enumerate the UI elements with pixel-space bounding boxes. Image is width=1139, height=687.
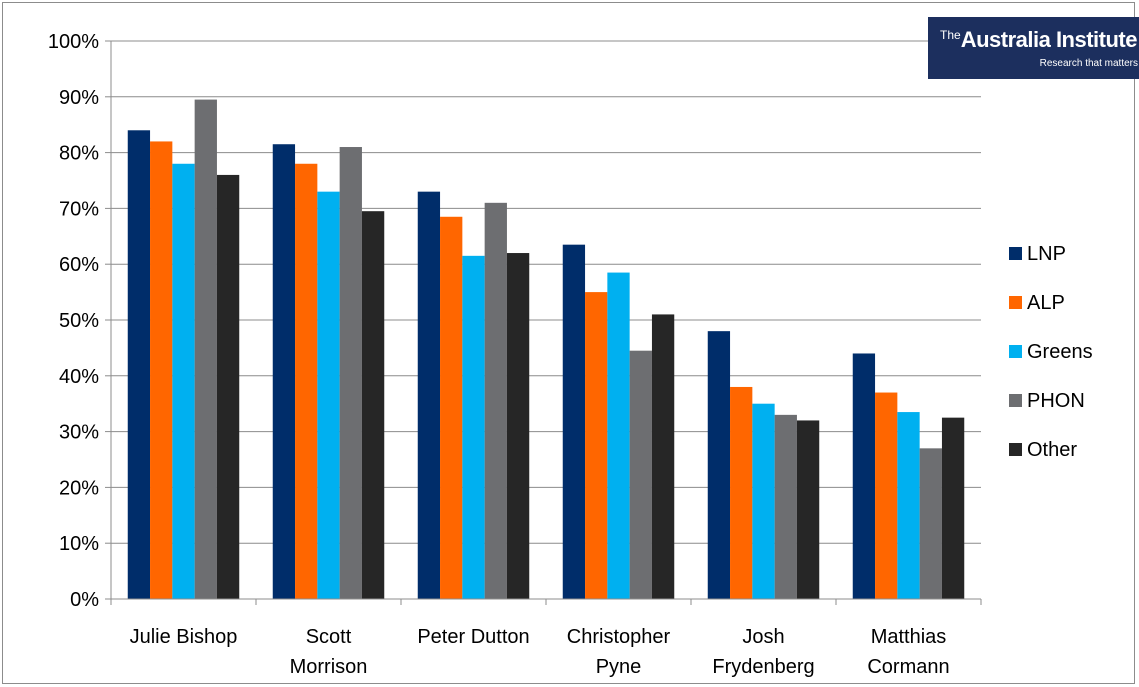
bar-phon-matthias-cormann (919, 448, 942, 599)
x-tick-label: Christopher Pyne (567, 626, 671, 678)
legend-swatch-phon (1009, 394, 1022, 407)
bar-greens-josh-frydenberg (752, 403, 775, 599)
y-tick-label: 10% (59, 533, 99, 555)
bar-phon-christopher-pyne (629, 350, 652, 599)
legend-label-greens: Greens (1027, 341, 1093, 363)
y-tick-label: 0% (70, 589, 99, 611)
bar-lnp-scott-morrison (272, 144, 296, 600)
bar-chart: 0% 10% 20% 30% 40% 50% 60% 70% 80% 90% 100% Julie … (48, 31, 1093, 678)
bar-phon-josh-frydenberg (774, 414, 797, 599)
legend-swatch-other (1009, 443, 1022, 456)
bar-alp-christopher-pyne (585, 292, 608, 599)
x-tick-label: Matthias Cormann (867, 626, 949, 678)
y-tick-label: 100% (48, 31, 99, 53)
legend-label-lnp: LNP (1027, 243, 1066, 265)
bars (127, 99, 965, 600)
bar-other-peter-dutton (506, 253, 530, 600)
legend-swatch-lnp (1009, 247, 1022, 260)
x-tick-labels: Julie Bishop Scott Morrison Peter Dutton Chr… (130, 626, 950, 678)
legend-label-alp: ALP (1027, 292, 1065, 314)
x-tick-label: Julie Bishop (130, 626, 238, 648)
axes (105, 40, 982, 605)
bar-lnp-peter-dutton (417, 191, 441, 599)
x-tick-label: Josh Frydenberg (712, 626, 814, 678)
x-tick-label: Scott Morrison (290, 626, 368, 678)
bar-phon-julie-bishop (194, 99, 217, 599)
australia-institute-logo: TheAustralia Institute Research that mat… (928, 17, 1139, 79)
legend-label-phon: PHON (1027, 390, 1085, 412)
bar-lnp-julie-bishop (127, 130, 151, 599)
bar-lnp-christopher-pyne (562, 244, 586, 600)
bar-greens-matthias-cormann (897, 412, 920, 599)
legend: LNP ALP Greens PHON Other (1009, 243, 1093, 461)
y-tick-labels: 0% 10% 20% 30% 40% 50% 60% 70% 80% 90% 100% (48, 31, 99, 611)
y-tick-label: 60% (59, 254, 99, 276)
y-tick-label: 90% (59, 87, 99, 109)
bar-alp-josh-frydenberg (730, 386, 753, 599)
bar-lnp-matthias-cormann (852, 353, 876, 599)
y-tick-label: 30% (59, 422, 99, 444)
y-tick-label: 40% (59, 366, 99, 388)
gridlines (111, 40, 981, 544)
bar-greens-scott-morrison (317, 191, 340, 599)
bar-phon-peter-dutton (484, 202, 507, 599)
bar-phon-scott-morrison (339, 147, 362, 599)
legend-swatch-greens (1009, 345, 1022, 358)
bar-other-julie-bishop (216, 174, 240, 600)
bar-greens-julie-bishop (172, 163, 195, 599)
bar-alp-scott-morrison (295, 163, 318, 599)
logo-brand: TheAustralia Institute (940, 27, 1138, 52)
legend-swatch-alp (1009, 296, 1022, 309)
bar-other-christopher-pyne (651, 314, 675, 599)
bar-other-scott-morrison (361, 211, 385, 599)
bar-lnp-josh-frydenberg (707, 331, 731, 599)
y-tick-label: 50% (59, 310, 99, 332)
y-tick-label: 80% (59, 143, 99, 165)
bar-other-josh-frydenberg (796, 420, 820, 599)
bar-alp-peter-dutton (440, 216, 463, 599)
logo-tagline: Research that matters (1039, 58, 1138, 69)
x-tick-label: Peter Dutton (417, 626, 529, 648)
legend-label-other: Other (1027, 439, 1077, 461)
bar-greens-christopher-pyne (607, 272, 630, 599)
y-tick-label: 70% (59, 198, 99, 220)
y-tick-label: 20% (59, 477, 99, 499)
bar-alp-julie-bishop (150, 141, 173, 599)
bar-alp-matthias-cormann (875, 392, 898, 599)
bar-greens-peter-dutton (462, 255, 485, 599)
bar-other-matthias-cormann (941, 417, 965, 599)
